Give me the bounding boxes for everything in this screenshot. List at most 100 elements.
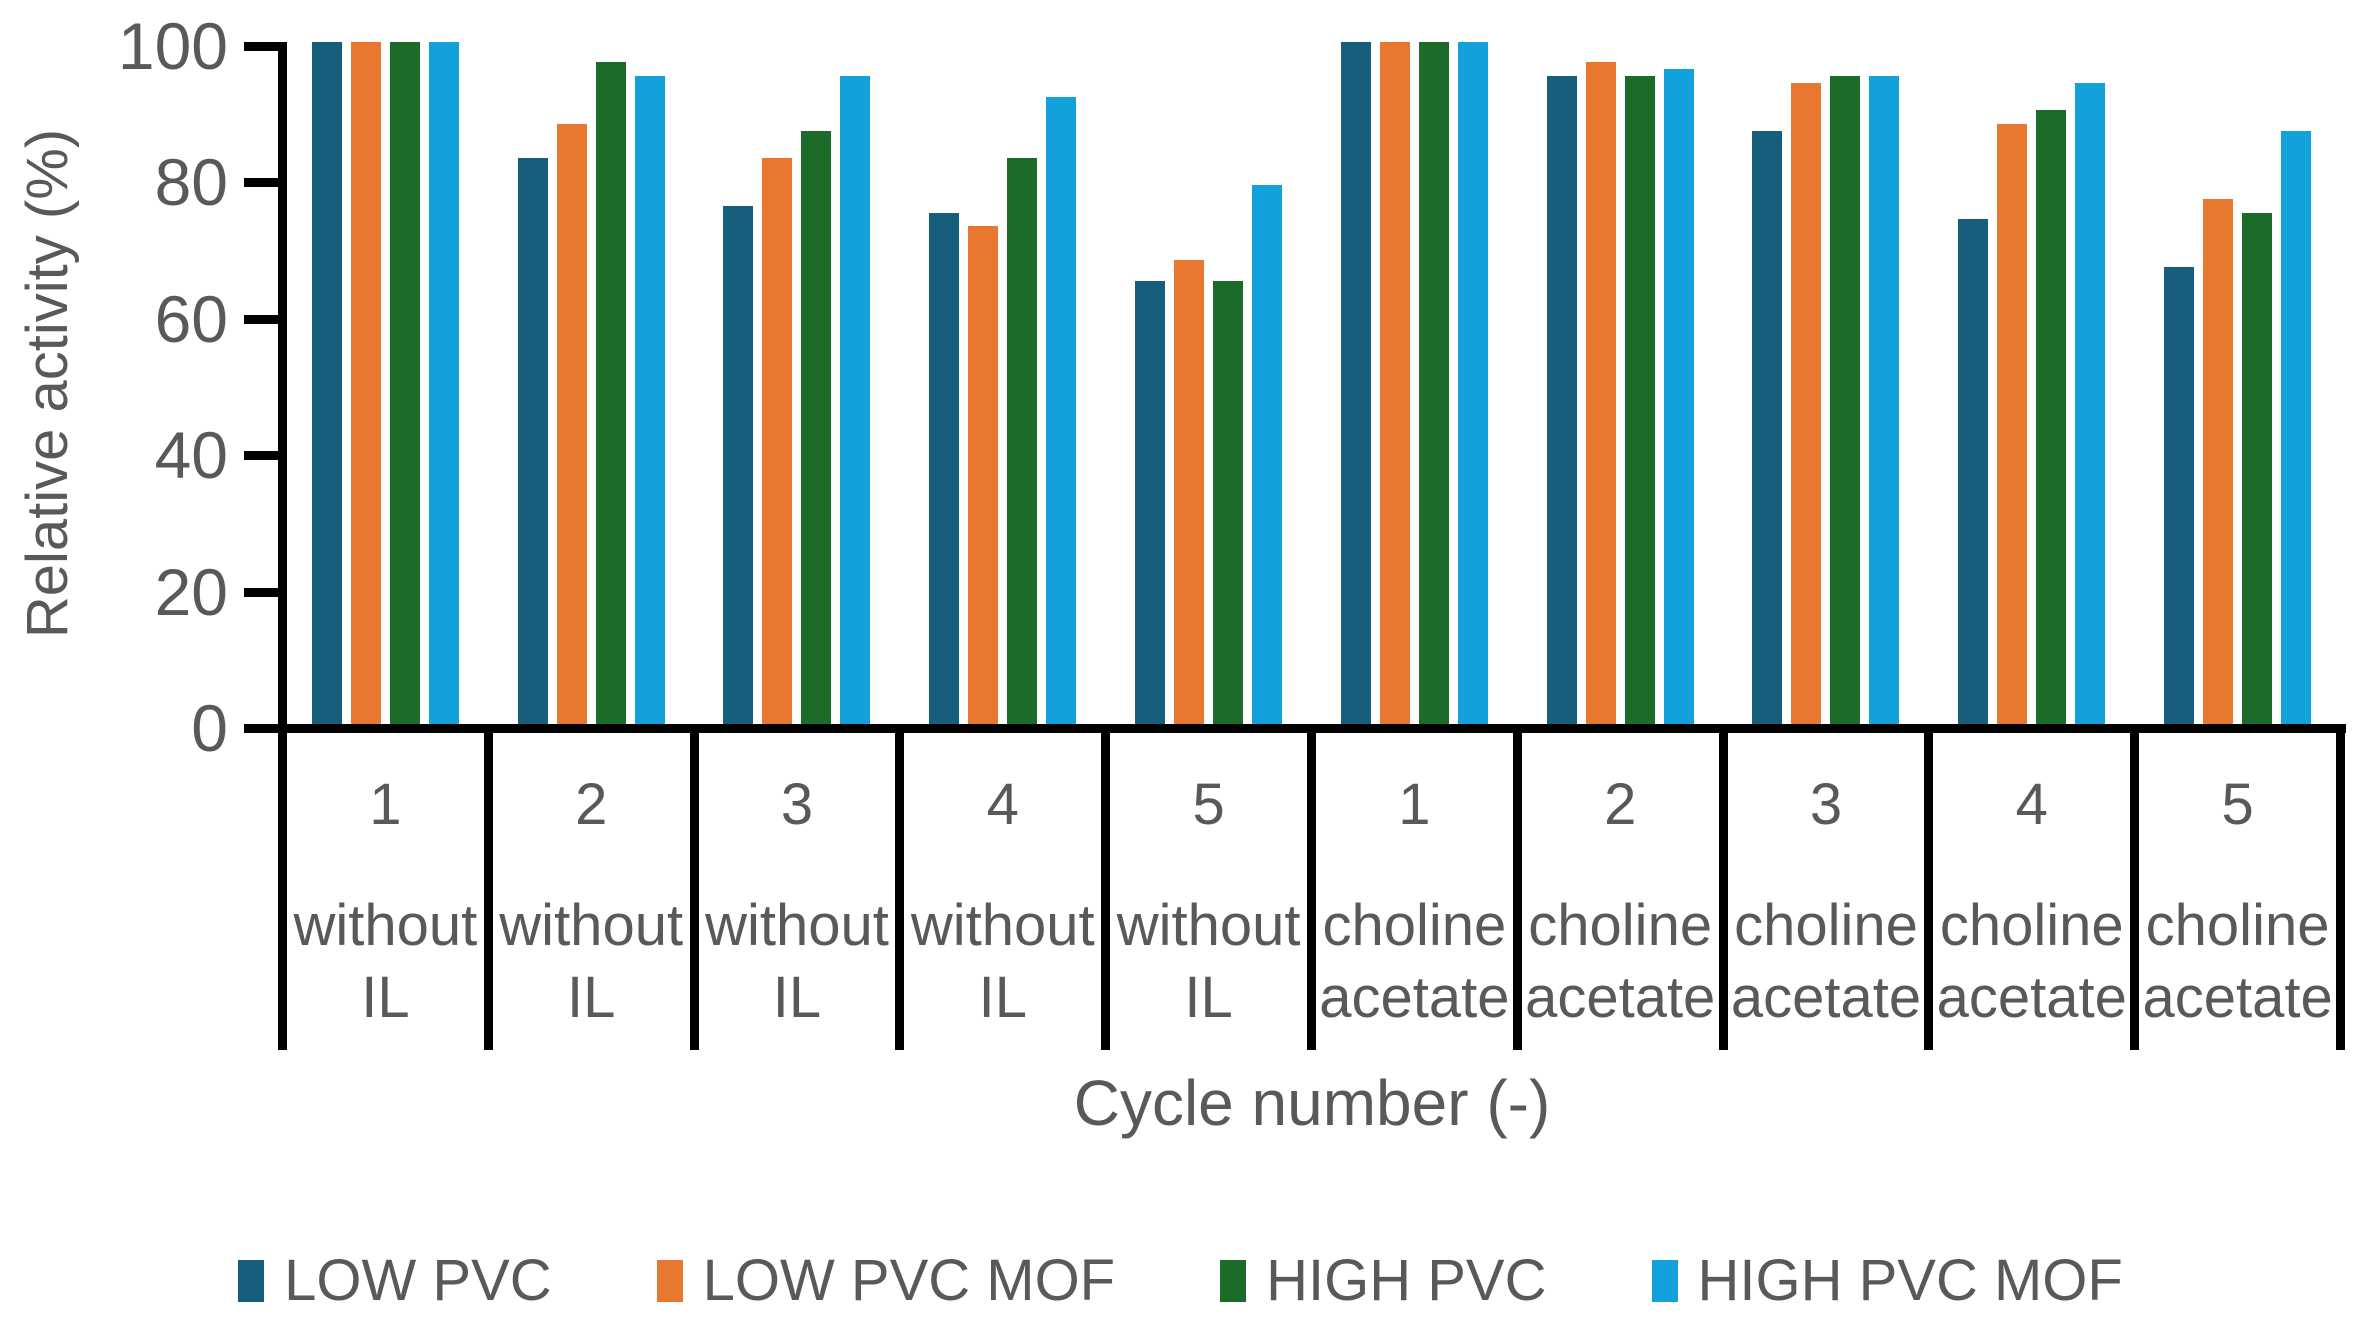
category-cycle-number: 2 <box>575 772 608 837</box>
bar-high-pvc <box>1418 42 1449 724</box>
bar-group-6 <box>1316 42 1513 724</box>
category-cycle-number: 4 <box>2015 772 2048 837</box>
y-tick-label-60: 60 <box>154 281 228 356</box>
bar-high-pvc-mof <box>1046 96 1077 724</box>
bar-low-pvc <box>1340 42 1371 724</box>
category-condition-label: without IL <box>705 893 889 1030</box>
category-cell-7: 2 choline acetate <box>1522 733 1719 1050</box>
bar-low-pvc <box>1135 280 1166 724</box>
bar-high-pvc-mof <box>1663 69 1694 724</box>
x-axis-line <box>278 724 2346 733</box>
bar-low-pvc-mof <box>1174 260 1205 724</box>
y-tick-label-20: 20 <box>154 554 228 629</box>
category-cell-6: 1 choline acetate <box>1316 733 1513 1050</box>
bar-group-1 <box>287 42 484 724</box>
bar-group-10 <box>2139 42 2336 724</box>
category-condition-label: choline acetate <box>2142 893 2333 1030</box>
bar-low-pvc-mof <box>1585 62 1616 724</box>
bar-group-8 <box>1728 42 1925 724</box>
bar-low-pvc <box>723 205 754 724</box>
legend-marker-low-pvc <box>238 1260 265 1302</box>
bar-group-5 <box>1110 42 1307 724</box>
y-axis-line <box>278 42 287 733</box>
category-cycle-number: 4 <box>986 772 1019 837</box>
category-separator <box>278 733 287 1050</box>
bar-high-pvc-mof <box>2281 130 2312 724</box>
y-tick-40 <box>244 451 278 461</box>
bar-high-pvc-mof <box>428 42 459 724</box>
bar-high-pvc <box>2036 110 2067 724</box>
legend-marker-high-pvc <box>1220 1260 1247 1302</box>
bar-high-pvc-mof <box>1252 185 1283 724</box>
category-cell-10: 5 choline acetate <box>2139 733 2336 1050</box>
category-condition-label: choline acetate <box>1319 893 1510 1030</box>
bar-low-pvc-mof <box>350 42 381 724</box>
category-cell-9: 4 choline acetate <box>1933 733 2130 1050</box>
bar-group-7 <box>1522 42 1719 724</box>
bar-group-2 <box>493 42 690 724</box>
category-condition-label: choline acetate <box>1525 893 1716 1030</box>
bar-low-pvc-mof <box>968 226 999 724</box>
legend-item-low-pvc: LOW PVC <box>238 1252 552 1310</box>
bar-high-pvc <box>1624 76 1655 724</box>
bar-high-pvc <box>2242 212 2273 724</box>
category-cell-1: 1 without IL <box>287 733 484 1050</box>
category-separator <box>1512 733 1522 1050</box>
bar-low-pvc-mof <box>1379 42 1410 724</box>
bar-low-pvc <box>1752 130 1783 724</box>
y-tick-label-80: 80 <box>154 145 228 220</box>
legend-label-low-pvc: LOW PVC <box>284 1248 552 1313</box>
y-tick-label-40: 40 <box>154 418 228 493</box>
legend-label-low-pvc-mof: LOW PVC MOF <box>702 1248 1116 1313</box>
bar-high-pvc <box>1213 280 1244 724</box>
category-cycle-number: 5 <box>1192 772 1225 837</box>
category-cycle-number: 3 <box>1809 772 1843 837</box>
bar-group-9 <box>1933 42 2130 724</box>
bar-group-4 <box>904 42 1101 724</box>
bar-high-pvc <box>595 62 626 724</box>
y-tick-0 <box>244 724 278 733</box>
category-separator <box>1307 733 1316 1050</box>
bar-low-pvc-mof <box>2203 198 2234 724</box>
category-separator <box>1924 733 1934 1050</box>
legend-item-high-pvc-mof: HIGH PVC MOF <box>1651 1252 2123 1310</box>
category-separator <box>689 733 699 1050</box>
category-cycle-number: 1 <box>369 772 402 837</box>
legend-marker-high-pvc-mof <box>1651 1260 1678 1302</box>
bar-high-pvc <box>389 42 420 724</box>
bar-low-pvc-mof <box>1997 123 2028 724</box>
category-separator <box>483 733 493 1050</box>
bar-high-pvc-mof <box>1457 42 1488 724</box>
y-tick-80 <box>244 178 278 188</box>
category-cycle-number: 3 <box>780 772 814 837</box>
bar-high-pvc-mof <box>840 76 871 724</box>
bar-low-pvc <box>1546 76 1577 724</box>
bar-high-pvc <box>1830 76 1861 724</box>
category-cycle-number: 5 <box>2221 772 2254 837</box>
bar-group-3 <box>699 42 896 724</box>
bar-low-pvc <box>517 157 548 724</box>
bar-low-pvc-mof <box>1791 82 1822 724</box>
category-separator <box>2336 733 2345 1050</box>
legend-item-low-pvc-mof: LOW PVC MOF <box>656 1248 1116 1313</box>
x-axis-title: Cycle number (-) <box>1073 1067 1551 1139</box>
y-tick-60 <box>244 314 278 324</box>
category-separator <box>895 733 905 1050</box>
legend-item-high-pvc: HIGH PVC <box>1220 1248 1547 1313</box>
bar-low-pvc <box>929 212 960 724</box>
legend-label-high-pvc: HIGH PVC <box>1266 1248 1547 1313</box>
bar-low-pvc <box>1958 219 1989 724</box>
category-cycle-number: 2 <box>1604 772 1637 837</box>
y-tick-100 <box>244 42 278 51</box>
bar-low-pvc <box>2164 267 2195 724</box>
category-condition-label: choline acetate <box>1936 893 2127 1030</box>
y-tick-20 <box>244 587 278 597</box>
category-cell-8: 3 choline acetate <box>1728 733 1925 1050</box>
bar-high-pvc <box>1007 157 1038 724</box>
category-condition-label: without IL <box>499 893 684 1030</box>
bar-high-pvc-mof <box>634 76 665 724</box>
category-condition-label: without IL <box>293 893 478 1030</box>
category-condition-label: without IL <box>910 893 1095 1030</box>
bar-high-pvc-mof <box>1869 76 1900 724</box>
